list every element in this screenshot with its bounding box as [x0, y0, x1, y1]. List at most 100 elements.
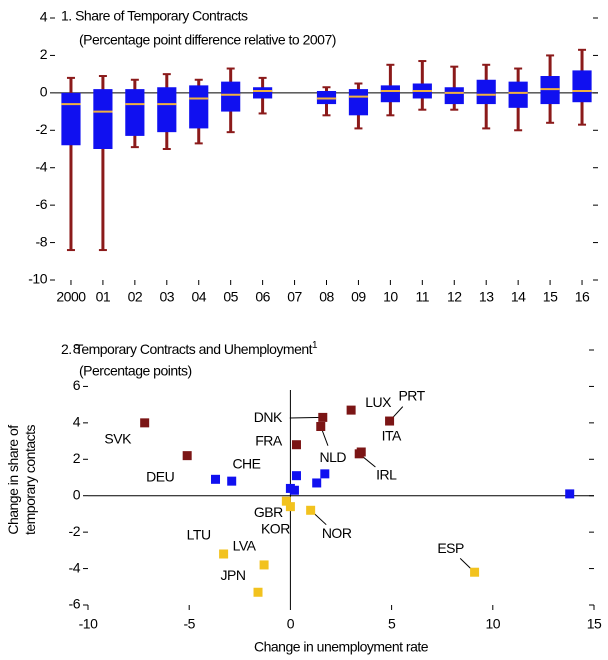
- x-tick-label: 12: [447, 289, 462, 305]
- point: [182, 451, 192, 461]
- x-tick-label: 10: [486, 616, 501, 632]
- point: [289, 485, 299, 495]
- x-tick-label: 07: [287, 289, 302, 305]
- y-tick-label: 2: [73, 450, 81, 466]
- box: [508, 81, 528, 108]
- point-label: LVA: [233, 538, 257, 554]
- title-text: 2. Temporary Contracts and Uhemployment: [61, 341, 313, 357]
- x-tick-label: 01: [96, 289, 111, 305]
- point-label: FRA: [255, 432, 283, 448]
- x-tick-label: 15: [543, 289, 558, 305]
- point: [306, 505, 316, 515]
- y-axis-label: Change in share oftemporary contacts: [5, 424, 38, 535]
- x-tick-label: 03: [160, 289, 175, 305]
- x-tick-label: 10: [383, 289, 398, 305]
- point-label: IRL: [376, 467, 397, 483]
- box: [476, 79, 496, 105]
- point: [140, 418, 150, 428]
- y-tick-label: 0: [73, 486, 81, 502]
- point: [227, 476, 237, 486]
- y-tick-label: -2: [36, 121, 48, 137]
- y-tick-label: -4: [36, 158, 48, 174]
- point-label: GBR: [254, 504, 283, 520]
- y-tick-label: 8: [73, 341, 81, 357]
- footnote-mark: 1: [312, 340, 318, 351]
- x-tick-label: 06: [255, 289, 270, 305]
- x-tick-label: 11: [416, 289, 430, 305]
- x-tick-label: 2000: [56, 289, 86, 305]
- point-label: NLD: [320, 449, 347, 465]
- point-label: CHE: [232, 455, 260, 471]
- panel-title: 2. Temporary Contracts and Uhemployment1: [61, 340, 318, 357]
- x-tick-label: 04: [191, 289, 206, 305]
- point-label: LTU: [187, 527, 211, 543]
- x-axis-label: Change in unemployment rate: [254, 639, 429, 655]
- point-label: ESP: [437, 540, 464, 556]
- point: [354, 449, 364, 459]
- x-tick-label: 15: [587, 616, 602, 632]
- y-tick-label: -6: [69, 596, 81, 612]
- point: [281, 496, 291, 506]
- point: [470, 567, 480, 577]
- panel-title: 1. Share of Temporary Contracts: [61, 8, 248, 24]
- x-tick-label: 14: [511, 289, 526, 305]
- point: [320, 469, 330, 479]
- point: [211, 474, 221, 484]
- x-tick-label: 5: [388, 616, 396, 632]
- y-tick-label: 4: [73, 414, 81, 430]
- box: [380, 85, 400, 103]
- x-tick-label: -5: [183, 616, 195, 632]
- point: [291, 440, 301, 450]
- x-tick-label: 0: [287, 616, 295, 632]
- point-label: KOR: [261, 520, 290, 536]
- point-label: JPN: [221, 567, 246, 583]
- y-tick-label: 4: [40, 9, 48, 25]
- y-tick-label: 0: [40, 84, 48, 100]
- point: [565, 489, 575, 499]
- point: [318, 412, 328, 422]
- box: [189, 85, 209, 129]
- x-tick-label: 08: [319, 289, 334, 305]
- box: [348, 89, 369, 116]
- y-tick-label: 6: [73, 377, 81, 393]
- point: [259, 560, 269, 570]
- box: [253, 87, 273, 99]
- y-label-line: temporary contacts: [22, 424, 38, 535]
- point: [253, 587, 263, 597]
- y-tick-label: 2: [40, 46, 48, 62]
- box: [93, 89, 113, 149]
- x-tick-label: 16: [575, 289, 590, 305]
- point-label: PRT: [398, 388, 425, 404]
- point-label: LUX: [365, 394, 392, 410]
- point: [291, 471, 301, 481]
- x-tick-label: 13: [479, 289, 494, 305]
- box: [221, 81, 241, 112]
- box: [572, 70, 592, 103]
- x-tick-label: 09: [351, 289, 366, 305]
- panel-subtitle: (Percentage points): [79, 363, 192, 379]
- x-tick-label: 02: [128, 289, 143, 305]
- box: [125, 89, 145, 136]
- point: [385, 416, 395, 426]
- y-label-line: Change in share of: [5, 425, 21, 535]
- y-tick-label: -8: [36, 233, 48, 249]
- point: [316, 422, 326, 431]
- leader-line: [289, 416, 323, 419]
- point: [219, 549, 229, 559]
- point-label: NOR: [322, 525, 352, 541]
- point-label: DEU: [146, 468, 174, 484]
- point: [285, 502, 295, 512]
- y-tick-label: -2: [69, 523, 81, 539]
- x-tick-label: -10: [79, 616, 98, 632]
- box: [157, 87, 177, 133]
- point: [346, 405, 356, 415]
- point-label: ITA: [382, 428, 402, 444]
- y-tick-label: -6: [36, 196, 48, 212]
- y-tick-label: -10: [28, 271, 47, 287]
- point: [312, 478, 322, 488]
- box: [444, 87, 464, 105]
- point-label: DNK: [254, 409, 283, 425]
- point-label: SVK: [104, 431, 132, 447]
- x-tick-label: 05: [223, 289, 238, 305]
